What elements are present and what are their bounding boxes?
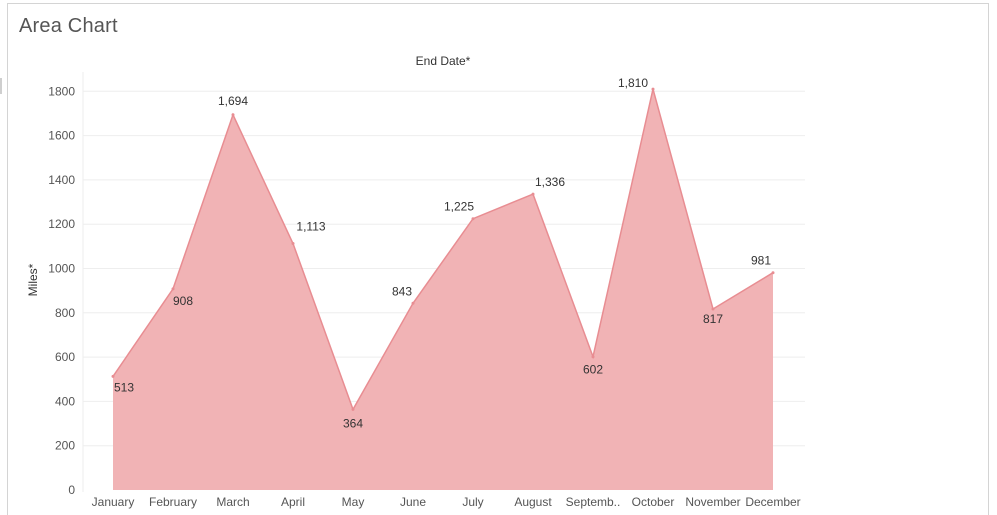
- y-tick-label: 1800: [48, 84, 75, 98]
- x-tick-label: July: [462, 495, 483, 509]
- area-fill: [113, 89, 773, 490]
- x-tick-label: December: [745, 495, 800, 509]
- x-tick-label: February: [149, 495, 197, 509]
- x-tick-label: November: [685, 495, 740, 509]
- data-label: 981: [751, 254, 771, 268]
- data-label: 602: [583, 363, 603, 377]
- x-tick-label: May: [342, 495, 365, 509]
- data-label: 1,225: [444, 200, 474, 214]
- data-point[interactable]: [771, 271, 775, 275]
- y-axis-ticks: 0 200 400 600 800 1000 1200 1400 1600 1800: [48, 84, 75, 497]
- y-tick-label: 1600: [48, 129, 75, 143]
- data-point[interactable]: [111, 374, 115, 378]
- x-tick-label: January: [92, 495, 135, 509]
- data-point[interactable]: [591, 355, 595, 359]
- x-tick-label: April: [281, 495, 305, 509]
- data-label: 1,113: [296, 219, 325, 233]
- panel-edge-marker: [0, 78, 2, 94]
- data-point[interactable]: [351, 407, 355, 411]
- area-series: [111, 87, 775, 490]
- x-tick-label: October: [632, 495, 675, 509]
- data-labels: 513 908 1,694 1,113 364 843 1,225 1,336 602 1,810…: [114, 76, 771, 430]
- data-point[interactable]: [531, 192, 535, 196]
- y-tick-label: 0: [68, 483, 75, 497]
- x-tick-label: June: [400, 495, 426, 509]
- y-tick-label: 1200: [48, 217, 75, 231]
- data-point[interactable]: [411, 301, 415, 305]
- y-tick-label: 200: [55, 439, 75, 453]
- x-tick-label: August: [514, 495, 552, 509]
- data-label: 513: [114, 380, 134, 394]
- data-point[interactable]: [291, 242, 295, 245]
- data-label: 908: [173, 294, 193, 308]
- y-tick-label: 600: [55, 350, 75, 364]
- data-point[interactable]: [231, 113, 235, 117]
- page-title: Area Chart: [19, 15, 118, 37]
- data-point[interactable]: [471, 217, 475, 221]
- area-line: [112, 88, 774, 412]
- y-tick-label: 1000: [48, 262, 75, 276]
- data-point[interactable]: [651, 87, 655, 91]
- data-label: 1,694: [218, 94, 248, 108]
- data-label: 364: [343, 416, 363, 430]
- data-label: 843: [392, 284, 412, 298]
- chart-title: End Date*: [416, 54, 471, 68]
- data-point[interactable]: [711, 307, 715, 311]
- data-label: 817: [703, 312, 723, 326]
- y-axis-label: Miles*: [26, 263, 40, 296]
- data-point[interactable]: [171, 287, 175, 291]
- y-tick-label: 800: [55, 306, 75, 320]
- x-tick-label: Septemb..: [566, 495, 621, 509]
- data-label: 1,336: [535, 175, 565, 189]
- x-axis-ticks: January February March April May June July Augu…: [92, 495, 801, 509]
- data-label: 1,810: [618, 76, 648, 90]
- y-tick-label: 1400: [48, 173, 75, 187]
- y-tick-label: 400: [55, 394, 75, 408]
- x-tick-label: March: [216, 495, 249, 509]
